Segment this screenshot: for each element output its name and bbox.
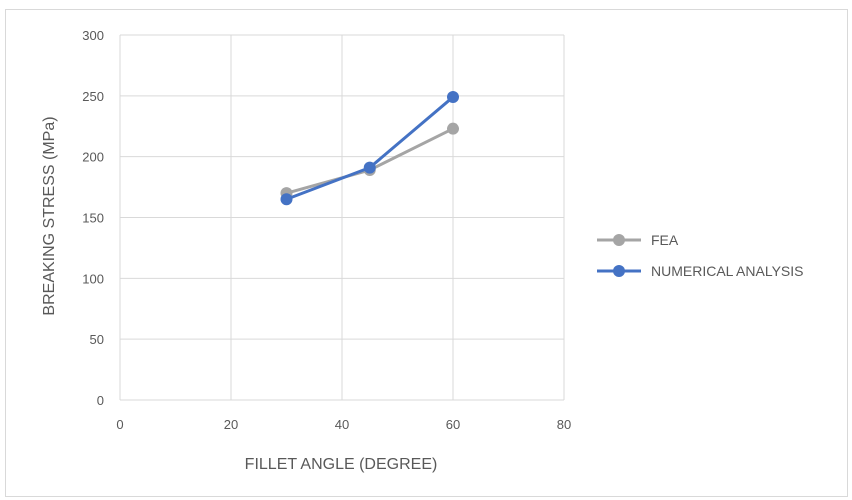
x-tick-label: 80 <box>557 417 571 432</box>
series-layer <box>280 91 459 206</box>
x-tick-label: 60 <box>446 417 460 432</box>
data-point-numerical-analysis <box>363 161 376 174</box>
x-tick-label: 0 <box>116 417 123 432</box>
y-tick-label: 100 <box>82 271 104 286</box>
y-tick-label: 0 <box>97 393 104 408</box>
y-tick-label: 300 <box>82 28 104 43</box>
x-axis-title: FILLET ANGLE (DEGREE) <box>245 456 438 473</box>
data-point-numerical-analysis <box>447 91 459 104</box>
y-tick-labels: 0 50 100 150 200 250 300 <box>82 28 104 408</box>
y-tick-label: 200 <box>82 150 104 165</box>
chart-frame <box>5 9 848 497</box>
y-tick-label: 150 <box>82 211 104 226</box>
legend-marker-fea <box>613 234 625 246</box>
legend-marker-numerical-analysis <box>613 265 625 277</box>
x-tick-labels: 0 20 40 60 80 <box>116 417 571 432</box>
series-line-numerical-analysis <box>285 95 455 201</box>
gridlines <box>119 34 565 401</box>
legend-label-fea: FEA <box>651 232 679 248</box>
y-tick-label: 250 <box>82 89 104 104</box>
legend: FEA NUMERICAL ANALYSIS <box>597 232 804 279</box>
series-line-fea <box>285 127 455 195</box>
data-point-fea <box>447 122 459 135</box>
legend-label-numerical-analysis: NUMERICAL ANALYSIS <box>651 263 804 279</box>
x-tick-label: 20 <box>224 417 238 432</box>
y-tick-label: 50 <box>90 332 104 347</box>
x-tick-label: 40 <box>335 417 349 432</box>
y-axis-title: BREAKING STRESS (MPa) <box>41 116 58 315</box>
data-point-numerical-analysis <box>280 193 293 206</box>
